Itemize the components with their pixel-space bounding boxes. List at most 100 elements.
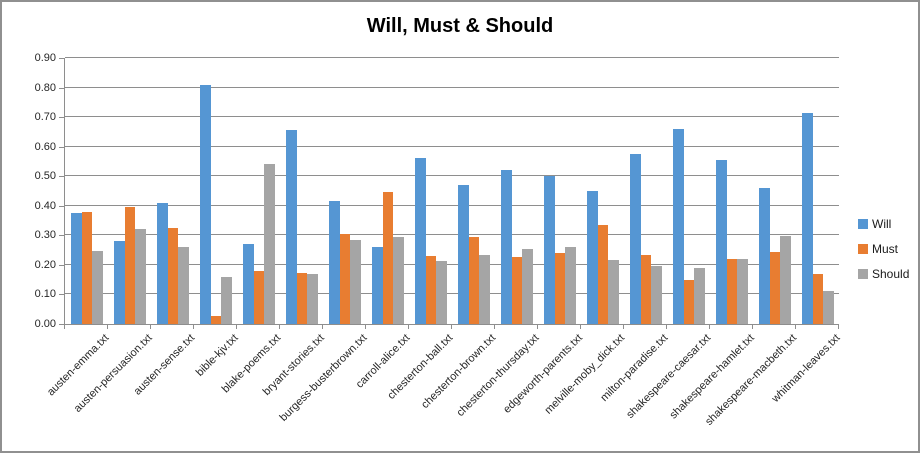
gridline <box>65 264 839 265</box>
y-axis-tick-label: 0.60 <box>34 141 56 153</box>
bar-group <box>458 58 495 324</box>
y-axis-tick-label: 0.50 <box>34 170 56 182</box>
bar-group <box>114 58 151 324</box>
y-axis-tick-mark <box>59 206 64 207</box>
bar-must <box>726 259 738 324</box>
bar-group <box>415 58 452 324</box>
bar-group <box>243 58 280 324</box>
x-axis-tick-mark <box>838 324 839 329</box>
bar-must <box>812 274 824 324</box>
x-axis-tick-mark <box>666 324 667 329</box>
x-axis-tick-mark <box>365 324 366 329</box>
bar-must <box>296 273 308 324</box>
bar-should <box>350 240 362 324</box>
bar-should <box>221 277 233 324</box>
y-axis-tick-label: 0.80 <box>34 82 56 94</box>
x-axis-tick-mark <box>451 324 452 329</box>
bar-will <box>286 130 297 324</box>
bar-will <box>329 201 340 324</box>
bar-will <box>458 185 469 324</box>
x-axis-tick-mark <box>752 324 753 329</box>
x-axis-tick-mark <box>279 324 280 329</box>
gridline <box>65 234 839 235</box>
bar-group <box>544 58 581 324</box>
category-label: edgeworth-parents.txt <box>500 332 585 416</box>
gridline <box>65 175 839 176</box>
x-axis-tick-mark <box>408 324 409 329</box>
bar-should <box>92 251 104 324</box>
category-label: chesterton-thursday.txt <box>454 332 542 420</box>
x-axis-tick-mark <box>709 324 710 329</box>
bar-will <box>372 247 383 324</box>
gridline <box>65 146 839 147</box>
bar-should <box>780 236 792 324</box>
gridline <box>65 57 839 58</box>
x-axis-category-labels: austen-emma.txt austen-persuasion.txt aust… <box>45 332 842 447</box>
legend-item-will: Will <box>858 217 909 231</box>
x-axis-tick-mark <box>150 324 151 329</box>
x-axis-tick-mark <box>107 324 108 329</box>
bar-will <box>544 176 555 324</box>
x-axis-tick-mark <box>580 324 581 329</box>
x-axis-tick-mark <box>537 324 538 329</box>
category-label: burgess-busterbrown.txt <box>277 332 370 424</box>
y-axis-tick-label: 0.30 <box>34 229 56 241</box>
legend-item-must: Must <box>858 242 909 256</box>
bar-will <box>501 170 512 324</box>
gridline <box>65 205 839 206</box>
bar-should <box>135 229 147 324</box>
bar-will <box>157 203 168 324</box>
bar-must <box>167 228 179 324</box>
bar-group <box>802 58 839 324</box>
gridline <box>65 293 839 294</box>
legend: Will Must Should <box>858 217 909 292</box>
y-axis-tick-label: 0.20 <box>34 259 56 271</box>
bar-must <box>210 316 222 324</box>
bar-must <box>511 257 523 324</box>
bar-will <box>114 241 125 324</box>
bar-group <box>587 58 624 324</box>
plot-area <box>64 57 839 325</box>
bar-should <box>264 164 276 324</box>
y-axis-tick-mark <box>59 265 64 266</box>
bar-will <box>200 85 211 324</box>
bar-should <box>522 249 534 324</box>
bar-group <box>759 58 796 324</box>
bar-should <box>307 274 319 324</box>
y-axis-tick-mark <box>59 88 64 89</box>
bar-should <box>436 261 448 324</box>
y-axis-tick-label: 0.00 <box>34 318 56 330</box>
bar-should <box>565 247 577 324</box>
bar-will <box>71 213 82 324</box>
bar-must <box>769 252 781 324</box>
bar-group <box>329 58 366 324</box>
y-axis-tick-mark <box>59 324 64 325</box>
bar-group <box>716 58 753 324</box>
bar-should <box>737 259 749 324</box>
x-axis-tick-mark <box>236 324 237 329</box>
bar-group <box>630 58 667 324</box>
bar-group <box>286 58 323 324</box>
legend-swatch-icon <box>858 219 868 229</box>
bar-must <box>597 225 609 324</box>
bar-will <box>587 191 598 324</box>
y-axis-tick-label: 0.10 <box>34 288 56 300</box>
bar-should <box>823 291 835 324</box>
y-axis-tick-mark <box>59 58 64 59</box>
bar-must <box>253 271 265 324</box>
legend-label: Must <box>872 242 899 256</box>
gridline <box>65 87 839 88</box>
category-label: chesterton-brown.txt <box>419 332 499 411</box>
bar-should <box>651 266 663 324</box>
legend-item-should: Should <box>858 267 909 281</box>
bar-must <box>683 280 695 324</box>
bar-group <box>157 58 194 324</box>
legend-label: Should <box>872 267 910 281</box>
bar-should <box>393 237 405 324</box>
bar-should <box>694 268 706 324</box>
bar-must <box>468 237 480 324</box>
bar-will <box>243 244 254 324</box>
legend-label: Will <box>872 217 892 231</box>
bar-will <box>759 188 770 324</box>
